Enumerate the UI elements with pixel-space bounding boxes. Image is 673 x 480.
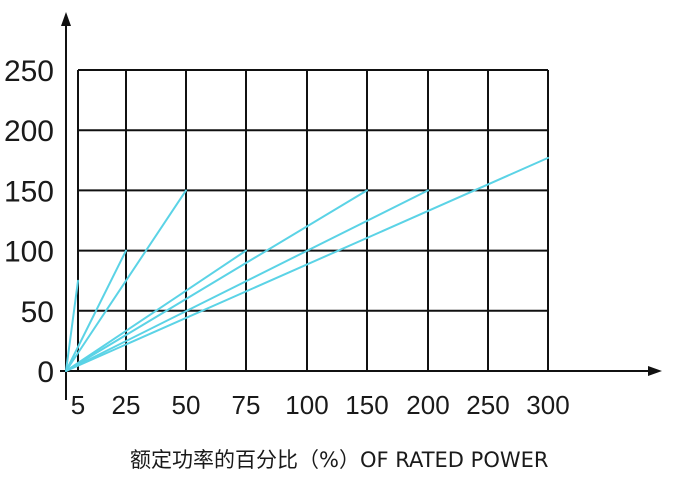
y-axis-arrow <box>61 12 71 26</box>
y-tick-label: 100 <box>4 236 54 269</box>
y-tick-labels: 250 200 150 100 50 0 <box>4 55 54 389</box>
y-tick-label: 50 <box>21 296 54 329</box>
series-line-6 <box>65 189 429 372</box>
x-tick-label: 100 <box>285 390 328 420</box>
x-tick-label: 50 <box>172 390 201 420</box>
x-tick-label: 75 <box>232 390 261 420</box>
x-tick-label: 250 <box>466 390 509 420</box>
x-tick-label: 150 <box>345 390 388 420</box>
x-axis-label: 额定功率的百分比（%）OF RATED POWER <box>130 448 548 472</box>
x-tick-label: 25 <box>112 390 141 420</box>
series-line-7 <box>65 156 549 372</box>
x-tick-labels: 5 25 50 75 100 150 200 250 300 <box>71 390 570 420</box>
series-lines <box>65 156 549 372</box>
series-line-3 <box>65 189 187 372</box>
y-tick-label: 150 <box>4 175 54 208</box>
x-tick-label: 300 <box>526 390 569 420</box>
series-line-1 <box>65 279 79 372</box>
series-line-5 <box>65 189 368 372</box>
series-line-2 <box>65 249 127 372</box>
grid <box>77 69 549 372</box>
y-tick-label: 200 <box>4 115 54 148</box>
x-tick-label: 200 <box>406 390 449 420</box>
y-tick-label: 250 <box>4 55 54 88</box>
x-tick-label: 5 <box>71 390 85 420</box>
axes <box>60 12 662 400</box>
x-axis-arrow <box>648 366 662 376</box>
series-line-4 <box>65 249 247 372</box>
y-tick-label: 0 <box>37 356 54 389</box>
